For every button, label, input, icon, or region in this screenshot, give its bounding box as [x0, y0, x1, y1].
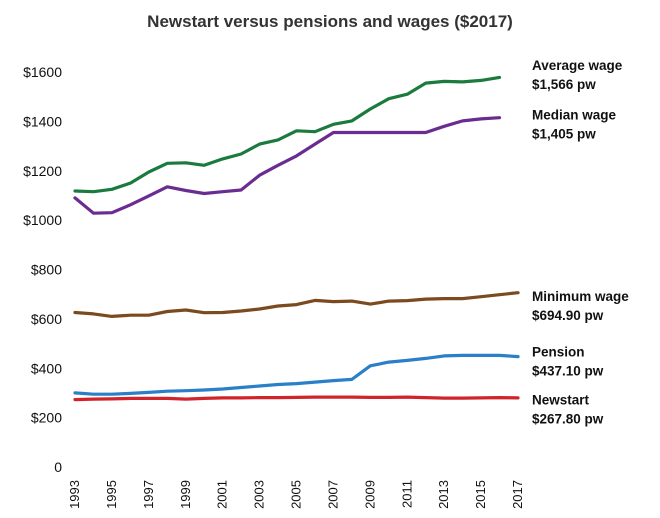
y-tick-label: $1600: [23, 64, 62, 80]
x-tick-label: 2003: [252, 480, 267, 509]
x-tick-label: 2015: [473, 480, 488, 509]
end-label-minimum-wage: Minimum wage $694.90 pw: [532, 289, 629, 323]
plot-area: [73, 75, 520, 402]
end-label-newstart: Newstart $267.80 pw: [532, 393, 604, 427]
series-end-labels: Average wage $1,566 pw Median wage $1,405 p…: [532, 58, 629, 427]
y-tick-label: $1200: [23, 163, 62, 179]
end-label-average-wage: Average wage $1,566 pw: [532, 58, 623, 92]
chart-title: Newstart versus pensions and wages ($201…: [147, 12, 513, 31]
end-label-value: $267.80 pw: [532, 412, 604, 427]
end-label-name: Pension: [532, 344, 585, 359]
y-tick-label: $800: [31, 262, 62, 278]
end-label-value: $694.90 pw: [532, 308, 604, 323]
x-tick-label: 2007: [325, 480, 340, 509]
series-line-minimum-wage: [73, 291, 520, 318]
series-line-median-wage: [73, 116, 502, 215]
x-tick-label: 1997: [141, 480, 156, 509]
series-line-average-wage: [73, 75, 502, 194]
x-axis: 1993 1995 1997 1999 2001 2003 2005 2007 2009 2011…: [67, 480, 525, 509]
y-tick-label: $1000: [23, 212, 62, 228]
y-axis: 0 $200 $400 $600 $800 $1000 $1200 $1400 $1600: [23, 64, 62, 475]
end-label-name: Newstart: [532, 393, 590, 408]
end-label-median-wage: Median wage $1,405 pw: [532, 107, 617, 141]
y-tick-label: $200: [31, 410, 62, 426]
end-label-pension: Pension $437.10 pw: [532, 344, 604, 378]
x-tick-label: 2005: [289, 480, 304, 509]
x-tick-label: 2017: [510, 480, 525, 509]
x-tick-label: 1999: [178, 480, 193, 509]
end-label-name: Median wage: [532, 107, 617, 122]
series-line-pension: [73, 353, 520, 396]
x-tick-label: 2001: [215, 480, 230, 509]
x-tick-label: 1993: [67, 480, 82, 509]
x-tick-label: 1995: [104, 480, 119, 509]
end-label-name: Average wage: [532, 58, 623, 73]
x-tick-label: 2013: [436, 480, 451, 509]
end-label-value: $437.10 pw: [532, 363, 604, 378]
y-tick-label: $600: [31, 311, 62, 327]
y-tick-label: 0: [54, 459, 62, 475]
y-tick-label: $400: [31, 360, 62, 376]
x-tick-label: 2011: [399, 480, 414, 508]
end-label-name: Minimum wage: [532, 289, 629, 304]
end-label-value: $1,405 pw: [532, 126, 596, 141]
x-tick-label: 2009: [362, 480, 377, 509]
end-label-value: $1,566 pw: [532, 77, 596, 92]
y-tick-label: $1400: [23, 113, 62, 129]
series-line-newstart: [73, 395, 520, 402]
